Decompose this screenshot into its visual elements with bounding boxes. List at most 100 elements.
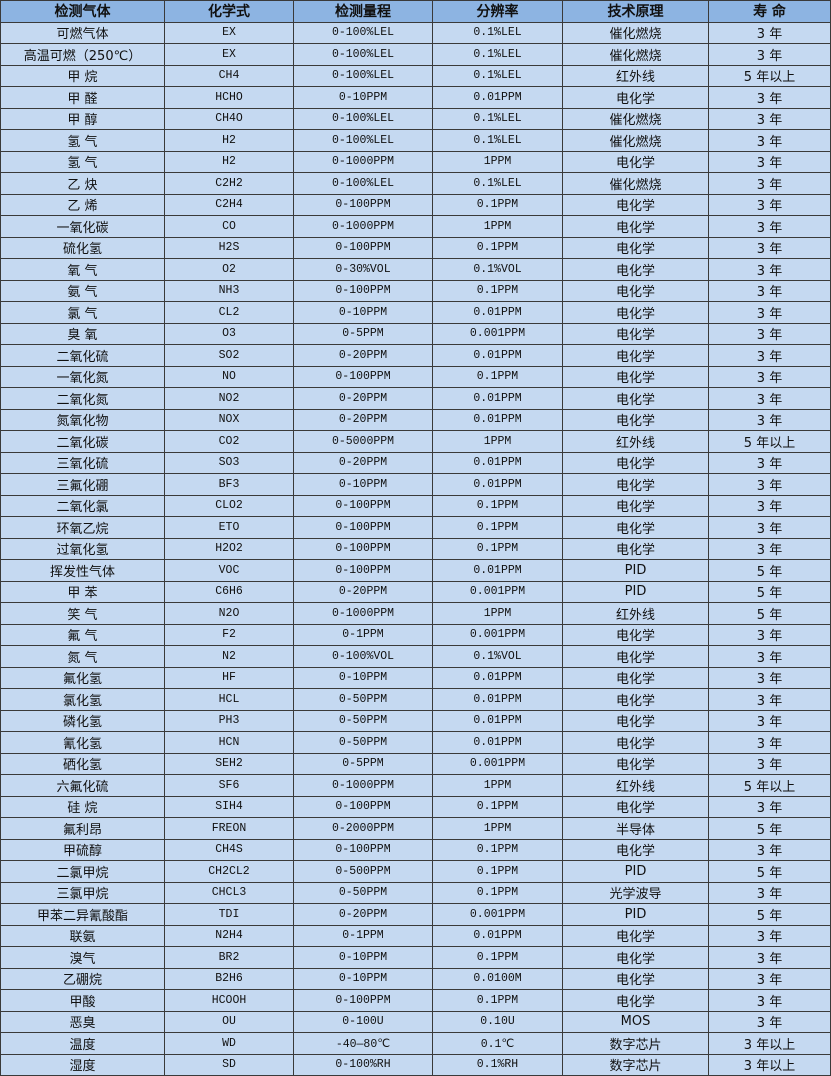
cell-range: 0-10PPM: [293, 946, 433, 969]
cell-principle: PID: [562, 860, 709, 883]
cell-principle: 电化学: [562, 301, 709, 324]
cell-range: 0-1000PPM: [293, 602, 433, 625]
cell-resolution: 1PPM: [432, 774, 563, 797]
cell-principle: 电化学: [562, 838, 709, 861]
cell-principle: 电化学: [562, 150, 709, 173]
cell-formula: CHCL3: [164, 881, 294, 904]
table-row: 氟利昂 FREON 0-2000PPM 1PPM 半导体 5 年: [0, 817, 831, 840]
cell-lifespan: 3 年: [708, 645, 831, 668]
cell-resolution: 0.1PPM: [432, 860, 563, 883]
header-gas: 检测气体: [0, 0, 165, 23]
cell-range: 0-20PPM: [293, 903, 433, 926]
cell-lifespan: 3 年: [708, 322, 831, 345]
cell-gas: 联氨: [0, 924, 165, 947]
cell-resolution: 0.1PPM: [432, 516, 563, 539]
cell-lifespan: 3 年: [708, 451, 831, 474]
cell-formula: H2S: [164, 236, 294, 259]
cell-resolution: 0.1PPM: [432, 279, 563, 302]
cell-principle: 红外线: [562, 602, 709, 625]
cell-principle: 电化学: [562, 516, 709, 539]
cell-range: 0-100PPM: [293, 365, 433, 388]
cell-formula: VOC: [164, 559, 294, 582]
cell-gas: 高温可燃（250℃）: [0, 43, 165, 66]
cell-resolution: 0.1PPM: [432, 236, 563, 259]
cell-principle: 催化燃烧: [562, 172, 709, 195]
cell-range: 0-20PPM: [293, 451, 433, 474]
cell-resolution: 0.001PPM: [432, 322, 563, 345]
table-row: 乙 炔 C2H2 0-100%LEL 0.1%LEL 催化燃烧 3 年: [0, 172, 831, 195]
cell-principle: 催化燃烧: [562, 43, 709, 66]
cell-gas: 氟化氢: [0, 666, 165, 689]
cell-resolution: 0.1%LEL: [432, 107, 563, 130]
cell-range: 0-100PPM: [293, 494, 433, 517]
cell-formula: CO: [164, 215, 294, 238]
cell-principle: 催化燃烧: [562, 21, 709, 44]
table-row: 甲 醛 HCHO 0-10PPM 0.01PPM 电化学 3 年: [0, 86, 831, 109]
cell-gas: 甲 醛: [0, 86, 165, 109]
cell-lifespan: 3 年: [708, 709, 831, 732]
cell-formula: SO3: [164, 451, 294, 474]
cell-lifespan: 3 年: [708, 43, 831, 66]
cell-resolution: 0.01PPM: [432, 731, 563, 754]
table-row: 乙 烯 C2H4 0-100PPM 0.1PPM 电化学 3 年: [0, 193, 831, 216]
cell-range: 0-100PPM: [293, 236, 433, 259]
cell-resolution: 0.1%LEL: [432, 129, 563, 152]
table-row: 六氟化硫 SF6 0-1000PPM 1PPM 红外线 5 年以上: [0, 774, 831, 797]
cell-formula: SEH2: [164, 752, 294, 775]
cell-formula: BR2: [164, 946, 294, 969]
cell-lifespan: 3 年: [708, 258, 831, 281]
cell-resolution: 0.1%LEL: [432, 64, 563, 87]
cell-lifespan: 3 年: [708, 21, 831, 44]
cell-range: 0-1PPM: [293, 623, 433, 646]
table-row: 三氟化硼 BF3 0-10PPM 0.01PPM 电化学 3 年: [0, 473, 831, 496]
cell-formula: CH4S: [164, 838, 294, 861]
cell-range: 0-100%LEL: [293, 64, 433, 87]
cell-range: 0-100PPM: [293, 559, 433, 582]
cell-principle: 电化学: [562, 322, 709, 345]
cell-range: 0-1000PPM: [293, 215, 433, 238]
table-row: 氮氧化物 NOX 0-20PPM 0.01PPM 电化学 3 年: [0, 408, 831, 431]
cell-gas: 氢 气: [0, 150, 165, 173]
cell-range: 0-100%RH: [293, 1053, 433, 1076]
cell-formula: HF: [164, 666, 294, 689]
cell-range: 0-100%LEL: [293, 43, 433, 66]
table-row: 甲酸 HCOOH 0-100PPM 0.1PPM 电化学 3 年: [0, 989, 831, 1012]
table-row: 氟 气 F2 0-1PPM 0.001PPM 电化学 3 年: [0, 623, 831, 646]
cell-principle: 电化学: [562, 365, 709, 388]
cell-gas: 氮 气: [0, 645, 165, 668]
table-row: 甲 醇 CH4O 0-100%LEL 0.1%LEL 催化燃烧 3 年: [0, 107, 831, 130]
table-row: 硫化氢 H2S 0-100PPM 0.1PPM 电化学 3 年: [0, 236, 831, 259]
cell-gas: 甲 醇: [0, 107, 165, 130]
cell-principle: 电化学: [562, 666, 709, 689]
cell-principle: 电化学: [562, 967, 709, 990]
cell-resolution: 0.01PPM: [432, 387, 563, 410]
cell-range: 0-50PPM: [293, 881, 433, 904]
cell-gas: 二氧化氮: [0, 387, 165, 410]
cell-principle: 电化学: [562, 688, 709, 711]
cell-range: 0-100PPM: [293, 516, 433, 539]
cell-resolution: 0.0100M: [432, 967, 563, 990]
cell-formula: SF6: [164, 774, 294, 797]
table-row: 氯化氢 HCL 0-50PPM 0.01PPM 电化学 3 年: [0, 688, 831, 711]
cell-gas: 磷化氢: [0, 709, 165, 732]
cell-lifespan: 3 年: [708, 731, 831, 754]
cell-lifespan: 3 年: [708, 924, 831, 947]
cell-resolution: 0.1PPM: [432, 946, 563, 969]
cell-range: 0-100%VOL: [293, 645, 433, 668]
cell-formula: EX: [164, 43, 294, 66]
cell-range: 0-100%LEL: [293, 172, 433, 195]
cell-gas: 氟 气: [0, 623, 165, 646]
cell-principle: 电化学: [562, 451, 709, 474]
table-row: 笑 气 N2O 0-1000PPM 1PPM 红外线 5 年: [0, 602, 831, 625]
cell-range: 0-1000PPM: [293, 774, 433, 797]
header-range: 检测量程: [293, 0, 433, 23]
cell-gas: 一氧化氮: [0, 365, 165, 388]
cell-resolution: 1PPM: [432, 430, 563, 453]
header-resolution: 分辨率: [432, 0, 563, 23]
table-row: 乙硼烷 B2H6 0-10PPM 0.0100M 电化学 3 年: [0, 967, 831, 990]
cell-range: 0-50PPM: [293, 688, 433, 711]
cell-formula: H2O2: [164, 537, 294, 560]
cell-lifespan: 3 年以上: [708, 1053, 831, 1076]
cell-range: 0-100%LEL: [293, 107, 433, 130]
cell-resolution: 1PPM: [432, 150, 563, 173]
